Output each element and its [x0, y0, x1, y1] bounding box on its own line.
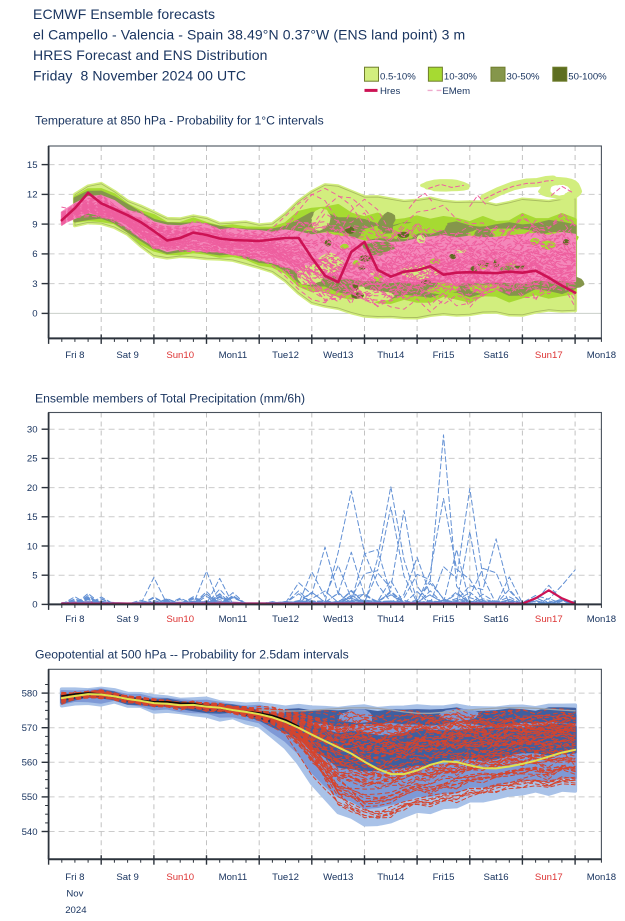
svg-text:2024: 2024: [65, 905, 87, 916]
svg-text:9: 9: [32, 219, 37, 230]
svg-text:15: 15: [27, 512, 38, 523]
svg-text:Mon11: Mon11: [219, 872, 248, 883]
svg-text:50-100%: 50-100%: [568, 71, 607, 82]
svg-text:Fri15: Fri15: [433, 350, 455, 361]
svg-text:0.5-10%: 0.5-10%: [380, 71, 416, 82]
svg-text:Sun17: Sun17: [535, 350, 563, 361]
svg-text:Tue12: Tue12: [272, 872, 299, 883]
svg-text:Friday 8 November 2024 00 UTC: Friday 8 November 2024 00 UTC: [33, 68, 246, 84]
svg-text:Sat16: Sat16: [484, 614, 509, 625]
svg-text:6: 6: [32, 249, 37, 260]
svg-text:Thu14: Thu14: [377, 350, 405, 361]
svg-text:Fri 8: Fri 8: [65, 614, 84, 625]
svg-text:Wed13: Wed13: [323, 350, 353, 361]
svg-text:Hres: Hres: [380, 86, 400, 97]
svg-text:570: 570: [22, 723, 38, 734]
svg-text:Mon18: Mon18: [587, 872, 616, 883]
svg-text:10: 10: [27, 541, 38, 552]
svg-text:Sun10: Sun10: [166, 350, 194, 361]
svg-text:Wed13: Wed13: [323, 614, 353, 625]
svg-text:el Campello - Valencia - Spain: el Campello - Valencia - Spain 38.49°N 0…: [33, 27, 465, 43]
svg-text:Sat 9: Sat 9: [116, 872, 138, 883]
svg-text:540: 540: [22, 827, 38, 838]
svg-text:15: 15: [27, 160, 38, 171]
svg-text:25: 25: [27, 454, 38, 465]
svg-text:Nov: Nov: [66, 889, 83, 900]
svg-text:Sat 9: Sat 9: [116, 614, 138, 625]
svg-text:Mon11: Mon11: [219, 350, 248, 361]
svg-text:20: 20: [27, 483, 38, 494]
svg-text:Temperature at 850 hPa - Proba: Temperature at 850 hPa - Probability for…: [35, 114, 324, 128]
svg-text:Ensemble members of Total Prec: Ensemble members of Total Precipitation …: [35, 392, 305, 406]
svg-text:Mon18: Mon18: [587, 614, 616, 625]
svg-text:Geopotential at 500 hPa -- Pro: Geopotential at 500 hPa -- Probability f…: [35, 648, 349, 662]
svg-text:580: 580: [22, 688, 38, 699]
svg-text:Sat16: Sat16: [484, 350, 509, 361]
svg-text:Sat16: Sat16: [484, 872, 509, 883]
svg-text:550: 550: [22, 792, 38, 803]
svg-text:Tue12: Tue12: [272, 614, 299, 625]
svg-text:Sun10: Sun10: [166, 872, 194, 883]
svg-text:Thu14: Thu14: [377, 872, 405, 883]
svg-text:0: 0: [32, 309, 37, 320]
svg-text:ECMWF Ensemble forecasts: ECMWF Ensemble forecasts: [33, 6, 215, 22]
svg-text:5: 5: [32, 571, 37, 582]
svg-text:Fri15: Fri15: [433, 614, 455, 625]
svg-text:HRES Forecast and ENS Distribu: HRES Forecast and ENS Distribution: [33, 47, 268, 63]
svg-text:Mon18: Mon18: [587, 350, 616, 361]
svg-text:Sun10: Sun10: [166, 614, 194, 625]
svg-text:0: 0: [32, 600, 37, 611]
svg-text:Fri 8: Fri 8: [65, 872, 84, 883]
svg-text:Sat 9: Sat 9: [116, 350, 138, 361]
svg-text:Tue12: Tue12: [272, 350, 299, 361]
svg-text:12: 12: [27, 190, 38, 201]
svg-text:3: 3: [32, 279, 37, 290]
svg-text:Fri 8: Fri 8: [65, 350, 84, 361]
svg-text:30: 30: [27, 425, 38, 436]
svg-text:Fri15: Fri15: [433, 872, 455, 883]
svg-text:Wed13: Wed13: [323, 872, 353, 883]
svg-text:Thu14: Thu14: [377, 614, 405, 625]
svg-text:Sun17: Sun17: [535, 872, 563, 883]
svg-text:EMem: EMem: [442, 86, 470, 97]
svg-text:10-30%: 10-30%: [444, 71, 478, 82]
svg-text:560: 560: [22, 758, 38, 769]
svg-text:Mon11: Mon11: [219, 614, 248, 625]
svg-text:30-50%: 30-50%: [507, 71, 541, 82]
svg-text:Sun17: Sun17: [535, 614, 563, 625]
